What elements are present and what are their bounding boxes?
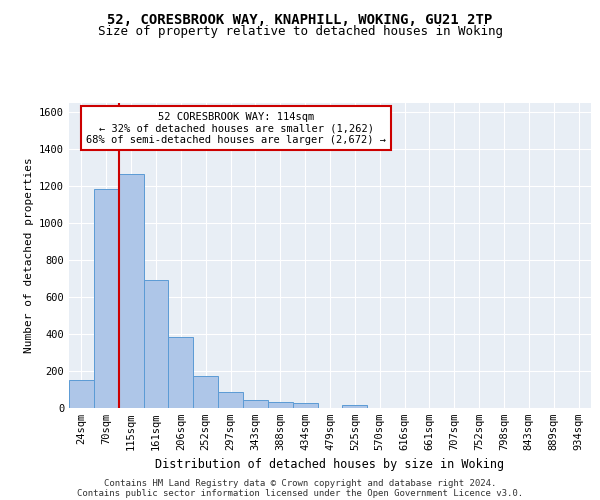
Text: Size of property relative to detached houses in Woking: Size of property relative to detached ho… bbox=[97, 25, 503, 38]
Bar bbox=[143, 280, 169, 407]
Text: 52, CORESBROOK WAY, KNAPHILL, WOKING, GU21 2TP: 52, CORESBROOK WAY, KNAPHILL, WOKING, GU… bbox=[107, 12, 493, 26]
Bar bbox=[268, 402, 293, 407]
Text: 52 CORESBROOK WAY: 114sqm
← 32% of detached houses are smaller (1,262)
68% of se: 52 CORESBROOK WAY: 114sqm ← 32% of detac… bbox=[86, 112, 386, 145]
X-axis label: Distribution of detached houses by size in Woking: Distribution of detached houses by size … bbox=[155, 458, 505, 471]
Y-axis label: Number of detached properties: Number of detached properties bbox=[23, 157, 34, 353]
Text: Contains public sector information licensed under the Open Government Licence v3: Contains public sector information licen… bbox=[77, 488, 523, 498]
Bar bbox=[218, 392, 243, 407]
Bar bbox=[193, 376, 218, 408]
Bar bbox=[69, 380, 94, 407]
Bar bbox=[94, 190, 119, 408]
Bar bbox=[293, 404, 317, 407]
Bar bbox=[169, 338, 193, 407]
Bar bbox=[343, 404, 367, 407]
Text: Contains HM Land Registry data © Crown copyright and database right 2024.: Contains HM Land Registry data © Crown c… bbox=[104, 478, 496, 488]
Bar bbox=[243, 400, 268, 407]
Bar bbox=[119, 174, 143, 408]
